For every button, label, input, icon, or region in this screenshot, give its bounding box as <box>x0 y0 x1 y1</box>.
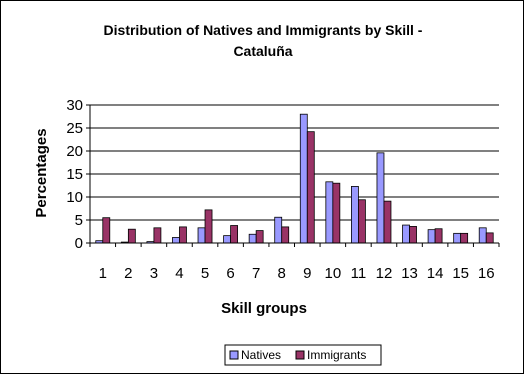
bar-natives-9 <box>299 113 308 244</box>
bar-immigrants-12 <box>383 200 392 244</box>
x-tick-label: 6 <box>226 265 234 282</box>
bar-immigrants-14 <box>434 228 443 244</box>
bar-immigrants-10 <box>332 182 341 244</box>
y-tick-label: 30 <box>66 97 83 114</box>
axes <box>89 105 500 247</box>
bar-natives-14 <box>427 229 436 244</box>
x-tick-label: 9 <box>303 265 311 282</box>
y-axis-title: Percentages <box>33 128 50 217</box>
bar-immigrants-16 <box>485 232 494 244</box>
bar-immigrants-5 <box>204 209 213 244</box>
x-tick-label: 1 <box>99 265 107 282</box>
bar-natives-13 <box>402 224 410 244</box>
bar-immigrants-11 <box>358 199 366 244</box>
x-tick-label: 8 <box>278 265 286 282</box>
bar-natives-7 <box>248 233 257 244</box>
bar-natives-10 <box>325 181 334 244</box>
bar-natives-5 <box>197 227 206 244</box>
bars <box>95 113 494 244</box>
legend-swatch-immigrants <box>295 350 305 360</box>
gridlines <box>86 104 499 244</box>
x-tick-label: 5 <box>201 265 209 282</box>
y-tick-label: 25 <box>66 120 83 137</box>
bar-natives-4 <box>172 237 180 244</box>
legend-swatch-natives <box>229 350 239 360</box>
x-axis-title: Skill groups <box>221 300 307 317</box>
chart-title-line-2: Cataluña <box>233 43 292 59</box>
bar-natives-12 <box>376 152 385 244</box>
bar-immigrants-6 <box>230 225 238 244</box>
x-tick-label: 14 <box>427 265 444 282</box>
legend-label-natives: Natives <box>241 348 281 362</box>
y-tick-label: 20 <box>66 143 83 160</box>
legend: Natives Immigrants <box>224 344 382 366</box>
bar-immigrants-8 <box>281 226 290 244</box>
bar-natives-6 <box>223 235 231 244</box>
bar-immigrants-9 <box>306 131 315 244</box>
x-tick-label: 10 <box>325 265 342 282</box>
x-tick-label: 11 <box>351 265 367 282</box>
y-tick-label: 10 <box>66 189 83 206</box>
bar-immigrants-3 <box>153 227 162 244</box>
x-tick-label: 16 <box>478 265 495 282</box>
bar-natives-11 <box>351 186 359 244</box>
bar-immigrants-7 <box>255 230 264 244</box>
bar-immigrants-2 <box>127 228 136 244</box>
x-tick-label: 7 <box>252 265 260 282</box>
y-tick-label: 5 <box>75 212 83 229</box>
x-tick-label: 12 <box>376 265 393 282</box>
x-tick-label: 3 <box>150 265 158 282</box>
bar-natives-8 <box>274 216 283 244</box>
x-tick-label: 15 <box>452 265 469 282</box>
x-tick-label: 13 <box>401 265 418 282</box>
bar-natives-15 <box>453 232 462 244</box>
y-tick-label: 0 <box>75 235 83 252</box>
bar-immigrants-15 <box>460 232 469 244</box>
bar-natives-16 <box>478 227 487 244</box>
x-tick-label: 2 <box>124 265 132 282</box>
bar-immigrants-1 <box>102 217 111 244</box>
bar-immigrants-13 <box>409 226 417 244</box>
y-tick-labels: 0 5 10 15 20 25 30 <box>66 97 83 252</box>
x-tick-label: 4 <box>175 265 183 282</box>
y-tick-label: 15 <box>66 166 83 183</box>
chart-title-line-1: Distribution of Natives and Immigrants b… <box>104 22 423 38</box>
x-tick-labels: 1 2 3 4 5 6 7 8 9 10 11 12 13 14 15 16 <box>99 265 495 282</box>
bar-immigrants-4 <box>179 226 187 244</box>
legend-label-immigrants: Immigrants <box>307 348 366 362</box>
